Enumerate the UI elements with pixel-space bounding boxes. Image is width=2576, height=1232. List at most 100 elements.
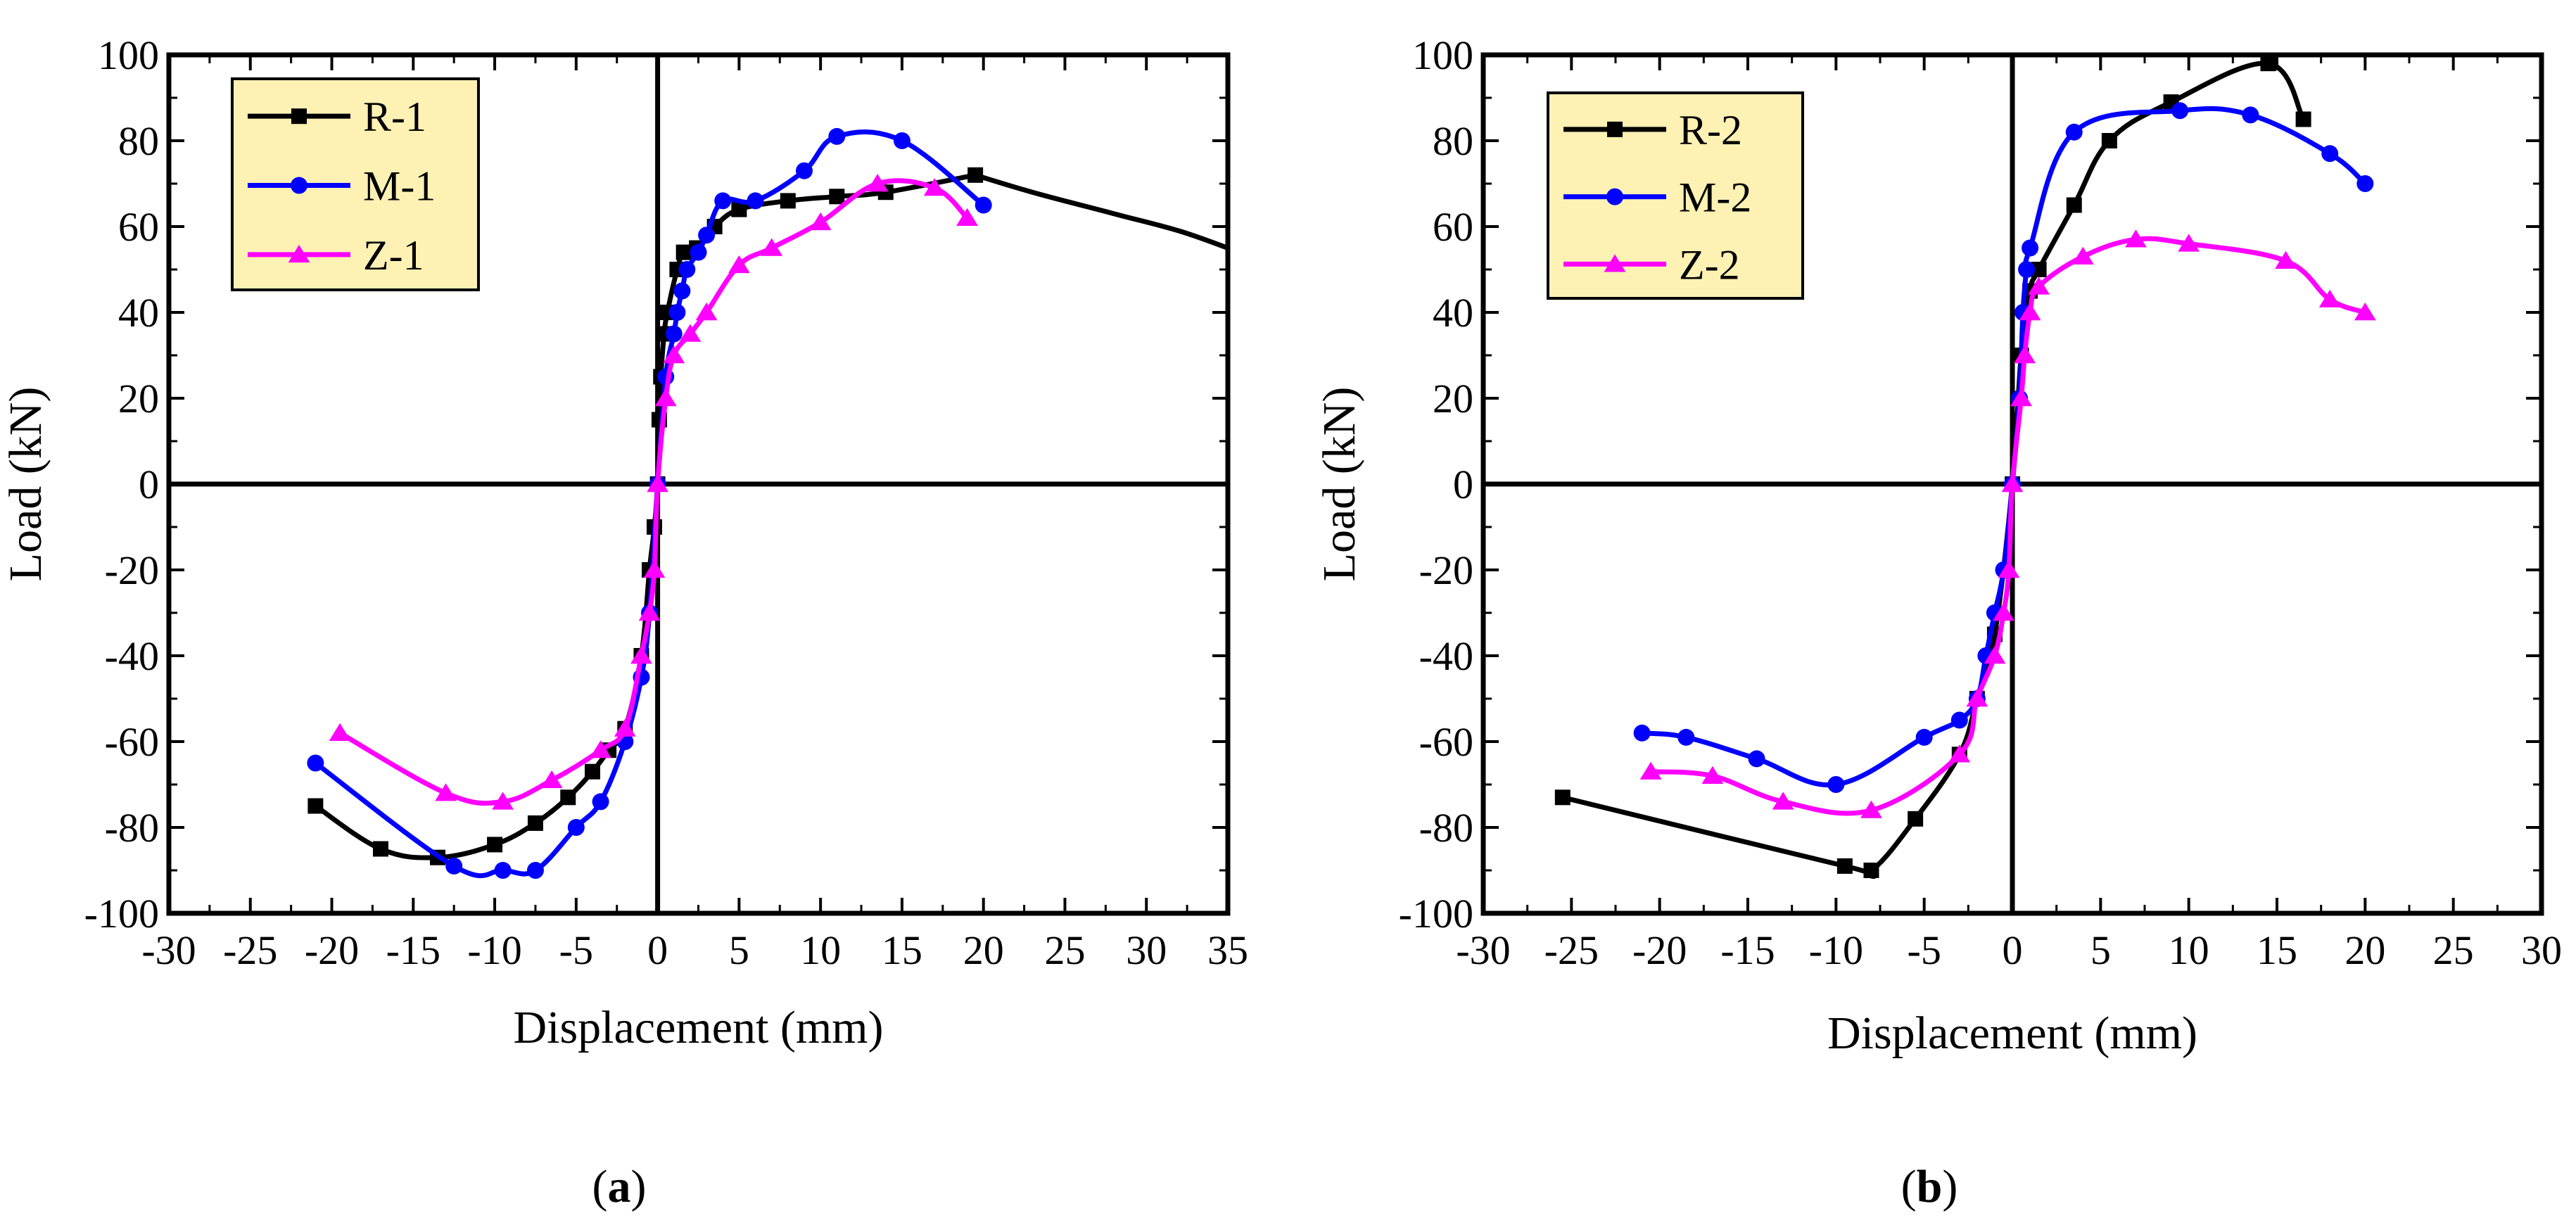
data-point (435, 783, 457, 801)
y-tick-label: 20 (1433, 376, 1473, 421)
data-point (329, 723, 351, 741)
x-tick-label: -25 (1544, 927, 1599, 973)
data-point (2010, 388, 2032, 407)
data-point (654, 388, 677, 407)
data-point (1984, 646, 2006, 664)
y-tick-label: -80 (1419, 805, 1473, 851)
data-point (1677, 728, 1695, 746)
y-tick-label: 40 (1433, 290, 1473, 336)
legend: R-2 M-2 Z-2 (1547, 91, 1804, 300)
data-point (675, 244, 692, 260)
series-Z-1 (329, 174, 978, 810)
legend-marker (1607, 121, 1623, 137)
data-point (796, 162, 813, 179)
data-point (560, 789, 576, 806)
data-point (679, 324, 702, 342)
data-point (2356, 175, 2374, 192)
data-point (2028, 277, 2050, 295)
data-point (828, 127, 846, 145)
x-tick-label: -15 (1720, 927, 1775, 973)
data-point (540, 770, 563, 789)
data-point (2318, 289, 2341, 307)
legend-label: Z-1 (363, 232, 424, 279)
x-tick-label: 10 (2169, 927, 2209, 973)
data-point (2071, 246, 2094, 265)
data-point (307, 798, 324, 814)
y-tick-label: -20 (105, 547, 159, 593)
chart-panel-b: -30 -25 -20 -15 -10 -5 0 5 10 15 20 25 30 -100 -80 -60 -… (1314, 32, 2562, 1212)
data-point (2178, 234, 2200, 252)
panel-label: (b) (1901, 1161, 1958, 1212)
legend-label: R-2 (1679, 107, 1742, 153)
x-tick-label: -20 (1632, 927, 1687, 973)
data-point (630, 646, 652, 664)
data-point (1772, 792, 1794, 810)
data-point (923, 178, 946, 196)
data-point (695, 303, 718, 321)
legend: R-1 M-1 Z-1 (231, 77, 480, 291)
data-point (2018, 261, 2036, 278)
data-point (728, 255, 750, 274)
data-point (866, 174, 889, 192)
data-point (1554, 789, 1571, 806)
data-point (2019, 303, 2041, 321)
series-line-tail (972, 172, 1231, 250)
x-tick-label: 0 (647, 927, 668, 973)
y-tick-label: 100 (1412, 32, 1473, 78)
data-point (1950, 711, 1968, 729)
y-tick-label: -40 (1419, 633, 1473, 679)
data-point (373, 841, 388, 857)
data-point (2125, 229, 2147, 248)
data-point (2022, 239, 2039, 257)
legend-marker (1606, 188, 1623, 205)
y-tick-label: 40 (118, 290, 159, 336)
data-point (714, 192, 732, 210)
data-point (2031, 262, 2047, 277)
data-point (1633, 724, 1651, 742)
y-tick-label: -80 (105, 805, 159, 851)
data-point (1827, 776, 1845, 793)
x-tick-label: 15 (2257, 927, 2297, 973)
data-point (1860, 800, 1882, 818)
x-tick-label: -5 (559, 927, 593, 973)
data-point (2171, 102, 2189, 120)
data-point (1966, 689, 1988, 707)
data-point (1836, 858, 1853, 874)
x-tick-label: 20 (2345, 927, 2385, 973)
data-point (2242, 106, 2259, 124)
data-point (2001, 474, 2024, 493)
x-tick-label: 5 (2090, 927, 2111, 973)
data-point (673, 282, 691, 300)
data-point (1993, 603, 2015, 621)
data-point (1863, 863, 1879, 878)
legend-label: Z-2 (1679, 241, 1740, 288)
plot-frame (166, 52, 1231, 916)
data-point (643, 560, 666, 578)
y-axis-title: Load (kN) (1314, 387, 1365, 582)
data-point (731, 201, 747, 217)
y-tick-label: 80 (118, 118, 159, 164)
data-point (809, 212, 832, 231)
y-tick-label: 60 (1433, 204, 1473, 250)
legend-marker (1604, 254, 1626, 272)
data-point (492, 792, 514, 810)
data-point (590, 740, 611, 758)
y-tick-label: -100 (1399, 891, 1473, 936)
data-point (1701, 766, 1724, 784)
data-point (2321, 145, 2339, 163)
y-tick-label: -40 (105, 633, 159, 679)
y-tick-label: -60 (105, 719, 159, 765)
data-point (2066, 197, 2082, 213)
x-tick-label: -30 (1456, 927, 1510, 973)
chart-panel-a: -30 -25 -20 -15 -10 -5 0 5 10 15 20 25 30 35 -100 -80 -6… (0, 32, 1248, 1212)
data-point (665, 325, 683, 343)
legend-label: M-1 (363, 163, 436, 210)
data-point (2065, 123, 2083, 141)
data-point (780, 193, 796, 209)
x-tick-label: -20 (305, 927, 359, 973)
x-tick-label: 0 (2003, 927, 2023, 973)
x-tick-label: 20 (963, 927, 1004, 973)
legend-marker (291, 177, 307, 194)
data-point (1948, 744, 1971, 763)
y-tick-label: -20 (1419, 547, 1473, 593)
